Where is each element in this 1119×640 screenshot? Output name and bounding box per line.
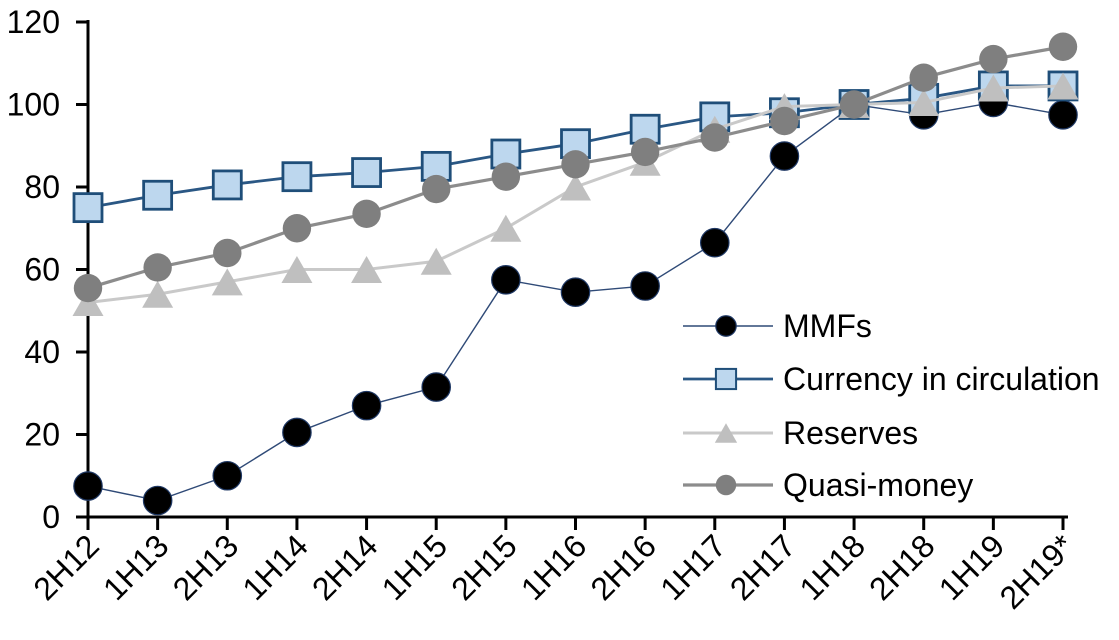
data-point-quasi-money <box>422 174 451 204</box>
data-point-quasi-money <box>700 123 729 152</box>
data-point-currency-in-circulation <box>281 161 313 193</box>
x-tick-label: 1H13 <box>96 527 176 607</box>
data-point-reserves <box>281 256 313 283</box>
series-quasi-money <box>73 32 1078 303</box>
legend-item-quasi-money: Quasi-money <box>683 467 973 503</box>
data-point-reserves <box>211 268 243 296</box>
legend-marker-currency-in-circulation <box>714 367 738 391</box>
data-point-mmfs <box>421 372 452 402</box>
data-point-mmfs <box>351 390 382 421</box>
legend-label-currency-in-circulation: Currency in circulation <box>783 361 1100 397</box>
x-tick-label: 1H16 <box>514 527 594 607</box>
legend-item-mmfs: MMFs <box>683 308 872 344</box>
x-tick-label: 2H19* <box>993 527 1081 615</box>
data-point-quasi-money <box>143 253 172 282</box>
y-tick-label: 40 <box>24 334 60 370</box>
y-tick-label: 60 <box>24 252 60 288</box>
x-tick-label: 2H13 <box>166 527 246 607</box>
data-point-reserves <box>1047 72 1079 100</box>
x-tick-label: 2H12 <box>26 527 106 607</box>
legend-marker-mmfs <box>715 315 737 337</box>
series-reserves <box>72 72 1079 316</box>
data-point-quasi-money <box>630 137 660 167</box>
data-point-mmfs <box>769 141 800 171</box>
data-point-quasi-money <box>282 214 312 243</box>
data-point-mmfs <box>491 265 521 295</box>
legend-marker-reserves <box>714 423 738 443</box>
y-tick-label: 120 <box>7 4 60 40</box>
data-point-currency-in-circulation <box>351 157 382 188</box>
data-point-mmfs <box>142 485 173 516</box>
y-tick-label: 80 <box>24 169 60 205</box>
legend-marker-quasi-money <box>715 474 737 496</box>
series-mmfs <box>73 87 1078 516</box>
data-point-reserves <box>420 247 452 275</box>
data-point-mmfs <box>282 417 312 448</box>
x-tick-label: 1H17 <box>653 527 733 607</box>
data-point-quasi-money <box>491 162 521 191</box>
legend-label-quasi-money: Quasi-money <box>783 467 973 503</box>
x-tick-label: 1H15 <box>375 527 455 607</box>
x-tick-label: 2H14 <box>305 527 385 607</box>
data-point-quasi-money <box>1048 32 1078 61</box>
data-point-currency-in-circulation <box>211 169 243 201</box>
data-point-reserves <box>72 289 104 316</box>
data-point-reserves <box>490 214 522 242</box>
data-point-quasi-money <box>839 90 869 119</box>
legend-label-reserves: Reserves <box>783 415 918 451</box>
data-point-mmfs <box>1048 100 1078 130</box>
data-point-reserves <box>351 256 383 283</box>
data-point-quasi-money <box>979 44 1008 74</box>
data-point-reserves <box>977 74 1009 102</box>
data-point-mmfs <box>630 271 660 301</box>
data-point-mmfs <box>73 471 103 501</box>
legend-item-currency-in-circulation: Currency in circulation <box>683 361 1100 397</box>
x-tick-label: 2H15 <box>444 527 524 607</box>
x-tick-label: 1H18 <box>792 527 872 607</box>
y-tick-label: 100 <box>7 87 60 123</box>
x-tick-label: 1H14 <box>235 527 315 607</box>
data-point-mmfs <box>699 227 730 258</box>
x-tick-label: 2H17 <box>723 527 803 607</box>
data-point-currency-in-circulation <box>72 192 104 224</box>
data-point-mmfs <box>212 460 243 491</box>
x-tick-label: 2H16 <box>584 527 664 607</box>
data-point-reserves <box>560 173 591 201</box>
data-point-quasi-money <box>73 273 103 303</box>
data-point-quasi-money <box>561 150 590 179</box>
data-point-quasi-money <box>213 238 242 268</box>
x-tick-label: 2H18 <box>862 527 942 607</box>
y-tick-label: 0 <box>42 499 60 535</box>
legend: MMFs Currency in circulation Reserves Quasi… <box>683 308 1100 503</box>
data-point-reserves <box>908 88 940 116</box>
y-axis-labels: 0 20 40 60 80 100 120 <box>7 4 60 535</box>
data-point-quasi-money <box>352 199 381 229</box>
data-point-quasi-money <box>770 106 799 136</box>
y-tick-label: 20 <box>24 417 60 453</box>
data-point-currency-in-circulation <box>142 179 174 211</box>
x-axis-labels: 2H121H132H131H142H141H152H151H162H161H17… <box>26 527 1081 615</box>
data-point-mmfs <box>560 277 591 307</box>
data-point-quasi-money <box>909 63 938 92</box>
legend-item-reserves: Reserves <box>683 415 918 451</box>
data-point-reserves <box>142 280 174 308</box>
legend-label-mmfs: MMFs <box>783 308 872 344</box>
